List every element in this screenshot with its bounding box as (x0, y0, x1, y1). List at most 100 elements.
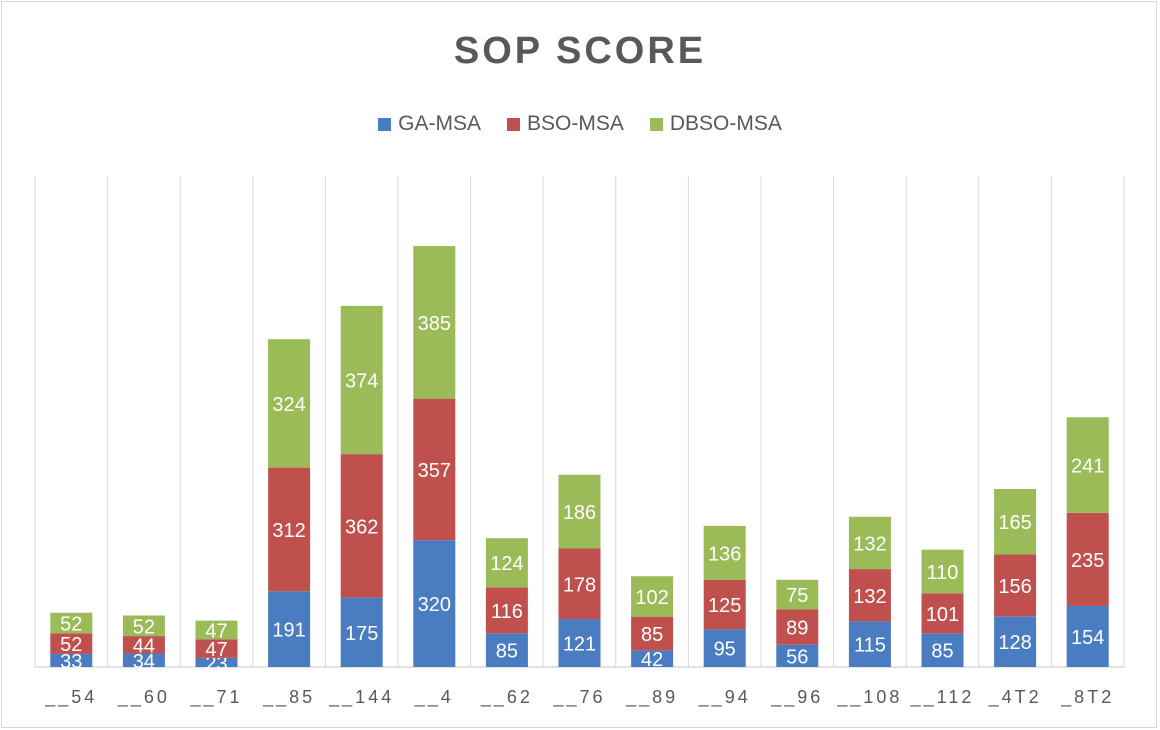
bar-ga-msa-10 (776, 644, 819, 667)
data-label-bso-msa-6: 116 (491, 601, 523, 623)
x-tick-label-12: __112 (910, 687, 975, 708)
data-label-dbso-msa-3: 324 (272, 394, 305, 416)
data-label-bso-msa-3: 312 (272, 520, 305, 542)
bar-ga-msa-9 (703, 629, 746, 667)
chart-title: SOP SCORE (453, 30, 707, 72)
legend-label-ga-msa: GA-MSA (398, 112, 481, 135)
bar-dbso-msa-6 (485, 538, 528, 588)
x-tick-label-0: __54 (44, 687, 97, 708)
bar-ga-msa-5 (413, 540, 456, 667)
bar-ga-msa-13 (994, 616, 1037, 667)
bar-dbso-msa-8 (631, 576, 674, 617)
x-tick-label-2: __71 (189, 687, 242, 708)
x-tick-label-7: __76 (552, 687, 605, 708)
bar-bso-msa-3 (268, 467, 311, 592)
data-label-dbso-msa-1: 52 (133, 616, 155, 638)
x-tick-label-1: __60 (117, 687, 170, 708)
bar-ga-msa-12 (921, 633, 964, 667)
data-label-bso-msa-10: 89 (786, 618, 808, 640)
bar-ga-msa-4 (340, 597, 383, 667)
bar-bso-msa-0 (50, 633, 93, 654)
bar-bso-msa-6 (485, 587, 528, 634)
bar-dbso-msa-10 (776, 579, 819, 610)
bar-dbso-msa-5 (413, 246, 456, 399)
bar-dbso-msa-12 (921, 549, 964, 594)
bar-ga-msa-3 (268, 591, 311, 667)
bar-bso-msa-14 (1066, 512, 1109, 606)
x-tick-label-9: __94 (698, 687, 751, 708)
legend-label-dbso-msa: DBSO-MSA (669, 112, 782, 135)
x-tick-label-6: __62 (480, 687, 533, 708)
bar-dbso-msa-7 (558, 474, 601, 549)
x-tick-label-8: __89 (625, 687, 678, 708)
bar-bso-msa-2 (195, 639, 238, 658)
data-label-ga-msa-10: 56 (786, 646, 808, 668)
data-label-ga-msa-3: 191 (272, 620, 305, 642)
data-label-bso-msa-8: 85 (641, 624, 663, 646)
bar-bso-msa-10 (776, 609, 819, 645)
data-label-ga-msa-7: 121 (563, 634, 596, 656)
legend-swatch-ga-msa (378, 117, 392, 131)
bar-dbso-msa-1 (122, 615, 165, 637)
data-label-dbso-msa-10: 75 (786, 585, 808, 607)
data-label-ga-msa-2: 23 (205, 653, 227, 675)
bar-ga-msa-11 (848, 621, 891, 667)
bar-ga-msa-7 (558, 619, 601, 667)
data-label-ga-msa-6: 85 (496, 641, 518, 663)
data-label-ga-msa-1: 34 (133, 651, 155, 673)
bar-bso-msa-8 (631, 616, 674, 651)
bar-bso-msa-13 (994, 554, 1037, 617)
bar-bso-msa-4 (340, 454, 383, 598)
data-label-dbso-msa-9: 136 (708, 543, 741, 565)
bar-dbso-msa-4 (340, 305, 383, 455)
x-tick-label-13: _4T2 (988, 687, 1042, 708)
data-label-bso-msa-2: 47 (205, 639, 227, 661)
bar-bso-msa-5 (413, 398, 456, 541)
bar-bso-msa-11 (848, 569, 891, 622)
data-label-dbso-msa-13: 165 (998, 512, 1031, 534)
bar-bso-msa-1 (122, 636, 165, 654)
chart-legend: GA-MSA BSO-MSA DBSO-MSA (2, 112, 1158, 136)
bar-ga-msa-8 (631, 650, 674, 667)
data-label-dbso-msa-6: 124 (490, 553, 523, 575)
data-label-ga-msa-13: 128 (998, 632, 1031, 654)
legend-item-bso-msa: BSO-MSA (506, 112, 624, 136)
bar-bso-msa-12 (921, 593, 964, 634)
data-label-bso-msa-12: 101 (926, 604, 959, 626)
data-label-bso-msa-4: 362 (345, 516, 378, 538)
bar-dbso-msa-0 (50, 612, 93, 634)
bar-dbso-msa-14 (1066, 417, 1109, 513)
data-label-ga-msa-8: 42 (641, 649, 663, 671)
data-label-bso-msa-9: 125 (708, 595, 741, 617)
bar-ga-msa-6 (485, 633, 528, 667)
bar-ga-msa-1 (122, 653, 165, 667)
x-tick-label-10: __96 (770, 687, 823, 708)
x-tick-label-3: __85 (262, 687, 315, 708)
bar-ga-msa-0 (50, 653, 93, 667)
bar-dbso-msa-9 (703, 525, 746, 580)
data-label-ga-msa-12: 85 (931, 641, 953, 663)
legend-swatch-dbso-msa (649, 117, 663, 131)
data-label-bso-msa-5: 357 (418, 460, 451, 482)
data-label-bso-msa-7: 178 (563, 574, 596, 596)
data-label-ga-msa-14: 154 (1071, 627, 1104, 649)
data-label-ga-msa-4: 175 (345, 623, 378, 645)
data-label-bso-msa-13: 156 (998, 576, 1031, 598)
data-label-dbso-msa-2: 47 (205, 620, 227, 642)
bar-dbso-msa-2 (195, 620, 238, 640)
bar-ga-msa-14 (1066, 605, 1109, 667)
data-label-bso-msa-14: 235 (1071, 550, 1104, 572)
data-label-dbso-msa-14: 241 (1071, 456, 1104, 478)
legend-swatch-bso-msa (506, 117, 520, 131)
bar-bso-msa-9 (703, 579, 746, 630)
data-label-bso-msa-11: 132 (853, 586, 886, 608)
data-label-ga-msa-5: 320 (418, 594, 451, 616)
bar-dbso-msa-11 (848, 516, 891, 570)
data-label-dbso-msa-11: 132 (853, 533, 886, 555)
bar-ga-msa-2 (195, 657, 238, 667)
data-label-bso-msa-1: 44 (133, 635, 155, 657)
data-label-ga-msa-11: 115 (854, 635, 886, 657)
legend-item-ga-msa: GA-MSA (378, 112, 481, 136)
x-tick-label-14: _8T2 (1060, 687, 1114, 708)
